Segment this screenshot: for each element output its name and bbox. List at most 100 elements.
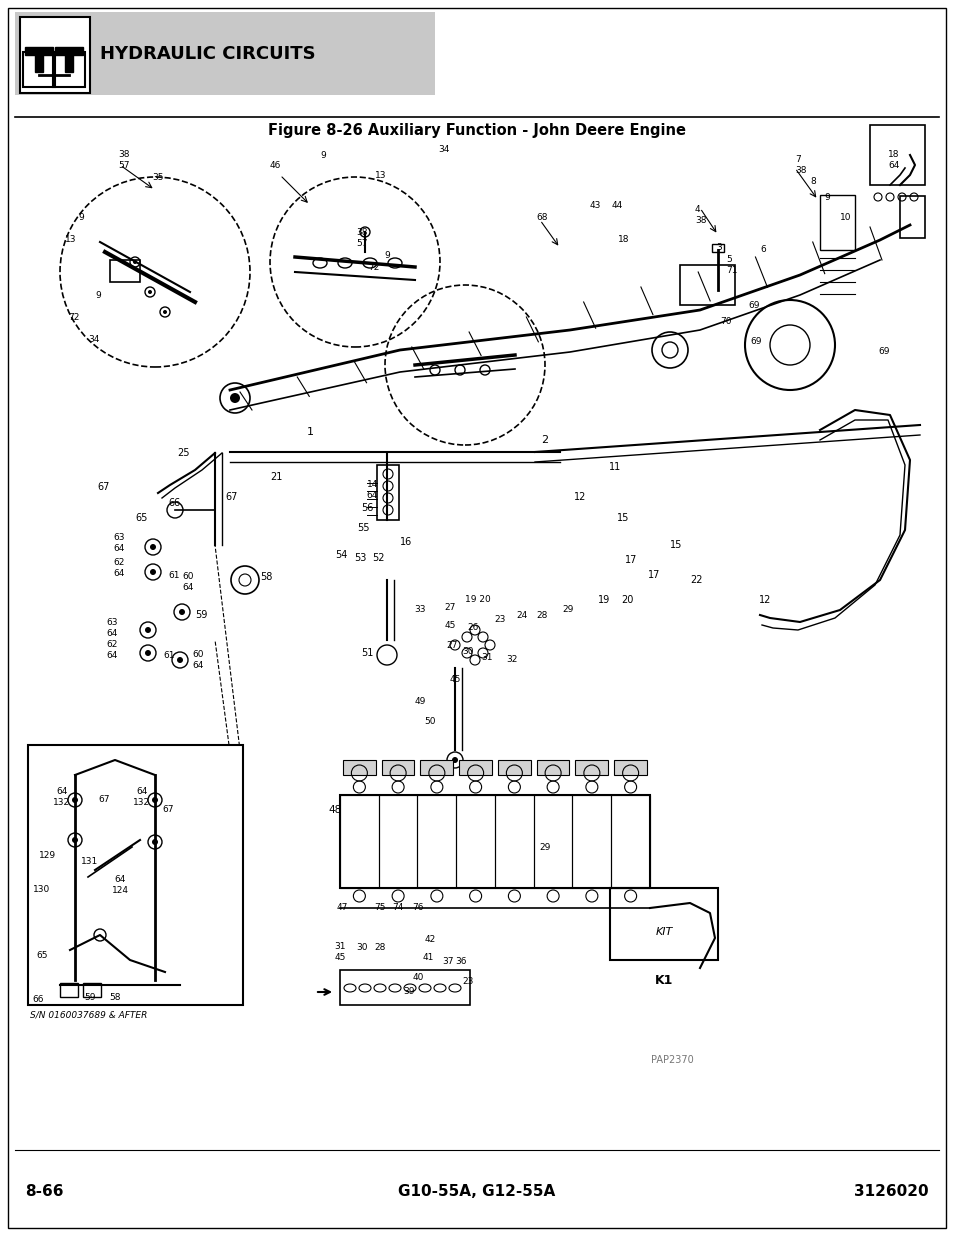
Text: 131: 131 [81,857,98,867]
Text: 12: 12 [573,492,585,501]
Circle shape [150,543,156,550]
Text: 66: 66 [32,995,44,1004]
Text: 27: 27 [446,641,457,650]
Text: 33: 33 [414,605,425,615]
Text: 45: 45 [449,676,460,684]
Bar [609,888,718,960]
Text: 34: 34 [438,146,450,154]
Text: 18
64: 18 64 [887,151,899,169]
Text: 25: 25 [177,448,190,458]
Bar [339,969,470,1005]
Text: 59: 59 [194,610,207,620]
Text: Figure 8-26 Auxiliary Function - John Deere Engine: Figure 8-26 Auxiliary Function - John De… [268,124,685,138]
Text: 51: 51 [361,648,374,658]
Bar [869,125,924,185]
Bar [15,12,435,95]
Text: 69: 69 [877,347,888,357]
Text: 34: 34 [88,336,99,345]
Bar [20,17,90,93]
Circle shape [132,261,137,264]
Text: 61: 61 [163,652,174,661]
Bar [55,47,83,56]
Circle shape [177,657,183,663]
Text: 23: 23 [494,615,505,625]
Text: 28: 28 [536,610,547,620]
Circle shape [145,650,151,656]
Text: 11: 11 [608,462,620,472]
Text: 19 20: 19 20 [465,595,491,604]
Text: 39: 39 [403,988,415,997]
Circle shape [152,797,158,803]
Text: 55: 55 [357,522,370,534]
Bar [820,195,854,249]
Text: 3: 3 [716,243,721,252]
Text: 62
64: 62 64 [113,558,125,578]
Text: 12: 12 [758,595,770,605]
Text: 29: 29 [561,605,573,615]
Text: 38
57: 38 57 [118,151,130,169]
Text: 48: 48 [329,805,341,815]
Text: 56: 56 [361,503,374,513]
Text: 22: 22 [689,576,701,585]
Bar [381,760,414,776]
Text: 7
38: 7 38 [794,156,805,174]
Text: 64
124: 64 124 [112,876,129,894]
Text: 18: 18 [618,236,629,245]
Text: 23: 23 [462,977,474,987]
Text: 16: 16 [399,537,412,547]
Bar [339,795,649,888]
Circle shape [145,627,151,634]
Text: 28: 28 [374,944,385,952]
Text: 15: 15 [669,540,681,550]
Text: 58: 58 [110,993,121,1003]
Bar [420,760,453,776]
Circle shape [150,569,156,576]
Bar [611,795,649,888]
Bar [572,795,611,888]
Text: KIT: KIT [655,927,672,937]
Text: 60
64: 60 64 [192,651,203,669]
Text: 36: 36 [455,957,466,967]
Text: 67: 67 [98,795,110,804]
Text: 17: 17 [647,571,659,580]
Circle shape [152,839,158,845]
Text: 3126020: 3126020 [854,1184,928,1199]
Text: 52: 52 [372,553,384,563]
Text: 62
64: 62 64 [107,640,118,659]
Text: 9: 9 [319,151,325,159]
Text: 6: 6 [760,246,765,254]
Text: 17: 17 [624,555,637,564]
Bar [711,245,723,252]
Text: 20: 20 [620,595,633,605]
Text: 9: 9 [78,214,84,222]
Text: S/N 0160037689 & AFTER: S/N 0160037689 & AFTER [30,1010,147,1019]
Text: 130: 130 [33,885,51,894]
Text: 63
64: 63 64 [107,619,118,637]
Text: 46: 46 [270,161,281,169]
Text: PAP2370: PAP2370 [650,1055,693,1065]
Text: 5
71: 5 71 [725,256,737,274]
Text: 31
45: 31 45 [334,942,345,962]
Circle shape [179,609,185,615]
Text: 67: 67 [225,492,237,501]
Text: 50: 50 [424,718,436,726]
Text: 27: 27 [444,604,456,613]
Text: 74: 74 [392,903,403,911]
Text: 8-66: 8-66 [25,1184,64,1199]
Text: 45: 45 [444,620,456,630]
Bar [458,760,492,776]
Text: 65: 65 [36,951,48,960]
Text: 58: 58 [260,572,273,582]
Text: 10: 10 [840,214,851,222]
Text: 38
57: 38 57 [356,228,368,248]
Bar [575,760,608,776]
Text: 72: 72 [368,263,379,273]
Bar [343,760,375,776]
Text: 76: 76 [412,903,423,911]
Text: 68: 68 [536,214,547,222]
Text: 13: 13 [65,236,76,245]
Bar [456,795,495,888]
Bar [339,795,378,888]
Circle shape [71,797,78,803]
Text: 49: 49 [414,698,425,706]
